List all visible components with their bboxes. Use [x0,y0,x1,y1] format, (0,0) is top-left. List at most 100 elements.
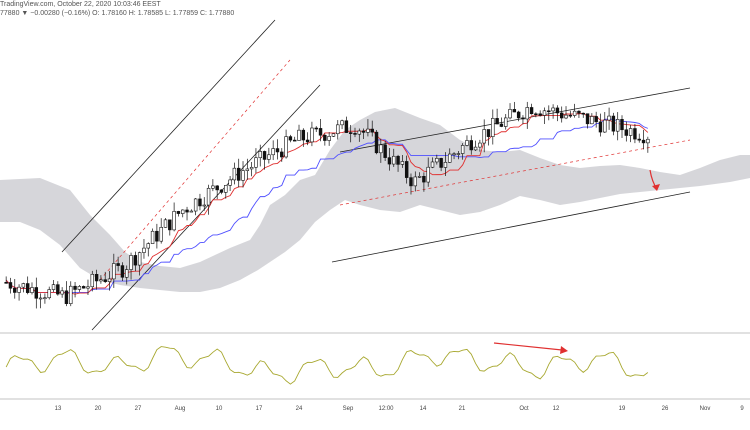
candle-body [215,185,219,191]
candle [172,202,176,232]
candle-body [73,285,77,290]
candle-body [185,209,189,213]
candle-body [38,297,43,300]
x-tick-label: 19 [619,406,626,412]
candle [443,152,448,176]
candle [370,120,374,137]
candle-body [90,273,95,288]
candle-body [512,109,517,113]
candle [568,110,573,118]
candle-body [486,129,491,137]
candle [504,114,508,130]
candle [512,101,517,113]
candle-body [56,284,60,295]
x-tick-label: 12:00 [378,406,394,412]
candle-body [469,140,473,151]
candle [404,155,409,184]
candle-body [577,110,581,114]
candle-body [383,144,387,158]
candle [159,218,163,244]
candle [646,136,650,153]
candle [228,175,232,191]
candle [387,147,392,171]
candle [585,113,590,129]
candle-body [323,134,327,141]
candle [73,281,77,298]
candle [193,198,198,216]
candle [4,276,8,284]
divergence-arrowhead [560,346,568,354]
candle [142,238,146,259]
x-axis: 13 20 27 Aug 10 17 24 Sep 12:00 14 21 Oct 12 19 26 Nov 9 [55,406,745,412]
candle [275,139,280,160]
candle-body [232,167,237,181]
candle-body [628,128,633,136]
candle [8,277,13,294]
candle-body [361,130,366,133]
candle [314,126,318,133]
candle-body [538,113,542,116]
candle [280,148,284,162]
candle [150,228,155,244]
candle-body [495,118,499,125]
candle-body [30,287,34,293]
candle-body [615,119,620,132]
x-tick-label: 21 [459,406,466,412]
candle [581,112,585,118]
candle [120,262,125,282]
candle [357,128,362,142]
candle [547,105,551,121]
candle [331,133,336,137]
candle-body [348,132,353,134]
candle-body [529,107,534,115]
candle [534,112,538,118]
candle-body [99,279,103,282]
candle-body [211,185,215,189]
candle-body [254,157,258,168]
candle-body [267,154,271,160]
candle-body [404,161,409,178]
candle-body [112,263,116,280]
candle-body [448,153,452,163]
candle-body [374,131,379,154]
candle-body [137,252,142,266]
candle-body [198,198,202,207]
candle-body [340,120,344,126]
candle [508,103,512,120]
channel-upper-2 [339,87,691,153]
candle-body [581,112,585,115]
candle [430,157,435,169]
candle-body [547,110,551,113]
candle [590,113,594,125]
candle [572,103,577,118]
candle-body [331,133,336,137]
x-tick-label: Oct [519,406,529,412]
candle-body [133,255,138,266]
candle-body [60,290,64,295]
candle [267,147,271,164]
candle-body [370,128,374,133]
candle [409,173,413,195]
candle [516,110,521,122]
candle [529,103,534,115]
candle-body [64,290,69,304]
x-tick-label: 9 [740,406,744,412]
candle [555,105,560,122]
candle-body [51,284,56,290]
candle-body [435,158,439,163]
candle-body [297,129,301,141]
candle-body [116,263,120,266]
candle-body [637,138,641,141]
candle-body [305,139,310,143]
candles [4,101,650,309]
candle [21,282,26,293]
candle [353,127,357,138]
candle-body [77,286,82,290]
candle [417,172,422,178]
candle-body [168,219,172,231]
candle [620,115,624,139]
candle [392,148,396,167]
candle-body [163,219,168,228]
candle [211,179,215,192]
